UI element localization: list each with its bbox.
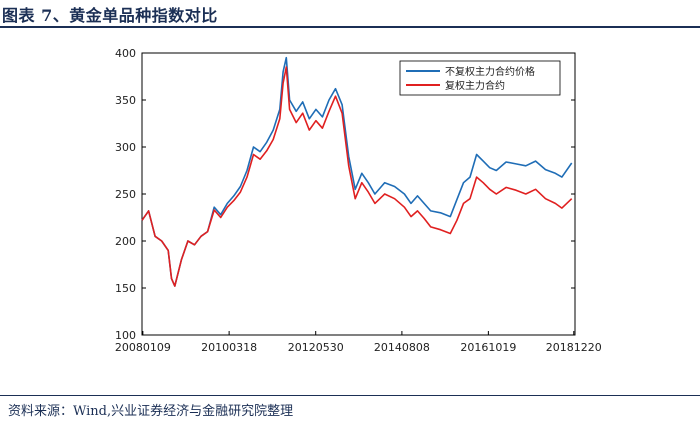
x-tick-label: 20140808	[374, 341, 430, 354]
y-tick-label: 200	[115, 235, 136, 248]
y-tick-label: 150	[115, 282, 136, 295]
y-tick-label: 100	[115, 329, 136, 342]
x-tick-label: 20100318	[201, 341, 257, 354]
legend-label-2: 复权主力合约	[445, 79, 505, 92]
y-tick-label: 350	[115, 94, 136, 107]
x-tick-label: 20080109	[115, 341, 171, 354]
series-line-2	[141, 66, 573, 287]
y-tick-label: 250	[115, 188, 136, 201]
title-bar: 图表 7、黄金单品种指数对比	[0, 0, 700, 26]
line-chart: 100 150 200 250 300 350 400 20080109 20100318 201…	[115, 47, 602, 354]
legend-label-1: 不复权主力合约价格	[445, 65, 535, 78]
source-note: 资料来源：Wind,兴业证券经济与金融研究院整理	[8, 404, 294, 419]
source-rule	[0, 395, 700, 396]
x-tick-label: 20161019	[460, 341, 516, 354]
figure-title: 图表 7、黄金单品种指数对比	[2, 6, 218, 25]
x-tick-label: 20181220	[546, 341, 602, 354]
x-tick-label: 20120530	[288, 341, 344, 354]
legend-box	[399, 60, 561, 96]
title-rule	[0, 26, 700, 28]
y-tick-label: 400	[115, 47, 136, 60]
y-tick-label: 300	[115, 141, 136, 154]
